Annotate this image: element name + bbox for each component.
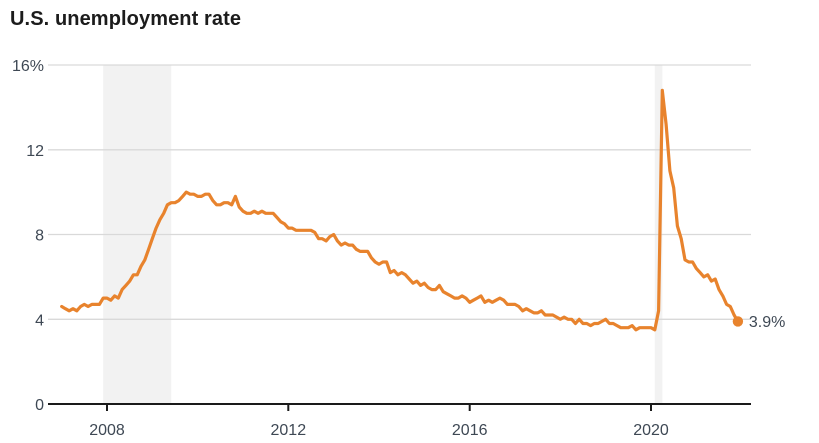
y-axis-label: 4	[35, 312, 44, 329]
y-axis-label: 12	[26, 143, 44, 160]
x-axis-label: 2008	[89, 422, 125, 439]
gridlines	[48, 64, 751, 320]
end-dot	[732, 316, 744, 327]
x-axis-ticks: 2008 2012 2016 2020	[89, 404, 669, 439]
chart-title: U.S. unemployment rate	[10, 8, 242, 30]
x-axis-label: 2016	[452, 422, 488, 439]
x-axis-label: 2012	[271, 422, 307, 439]
trend-line	[60, 88, 740, 332]
x-axis-label: 2020	[633, 422, 669, 439]
y-axis-labels: 16% 12 8 4 0	[12, 58, 44, 414]
end-value-label: 3.9%	[749, 314, 785, 331]
y-axis-label: 16%	[12, 58, 44, 75]
y-axis-label: 0	[35, 397, 44, 414]
y-axis-label: 8	[35, 228, 44, 245]
series-group	[60, 88, 744, 332]
